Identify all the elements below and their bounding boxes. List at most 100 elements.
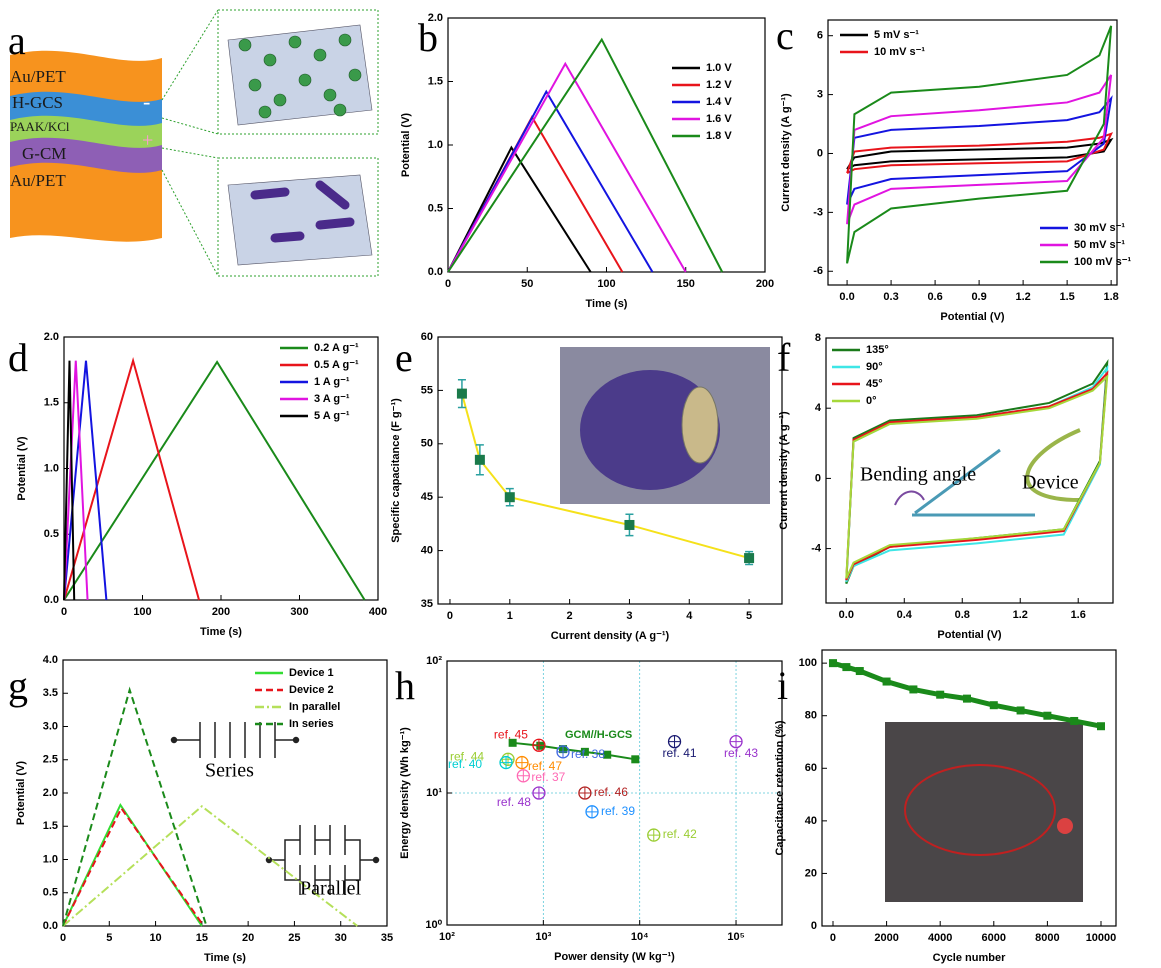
legend-label: 135° [866,344,889,356]
plot-frame [827,19,1118,286]
x-tick-label: 1.2 [1013,609,1028,621]
x-tick-label: 1 [507,610,513,622]
bending-device [1025,428,1081,502]
y-tick-label: 55 [421,384,433,396]
ref-cross [515,756,528,769]
glove [580,370,720,490]
inset-box [217,157,379,277]
marker [855,667,864,676]
x-axis-label: Current density (A g⁻¹) [551,630,670,642]
x-tick-label: 10 [149,932,161,944]
marker [909,685,918,694]
panel-label: e [395,335,413,380]
panel-label: f [777,335,791,380]
legend-label: 1.8 V [706,130,732,142]
spheres [238,33,362,119]
ref-label: ref. 47 [528,759,562,773]
y-tick-label: 8 [815,332,821,344]
layer-label: PAAK/KCl [10,119,70,134]
y-tick-label: 10² [426,655,442,667]
marker [508,738,517,747]
ref-cross [730,735,743,748]
ref-cross [586,805,599,818]
ref-label: ref. 42 [663,827,697,841]
legend-label: 30 mV s⁻¹ [1074,222,1125,234]
series-line [846,132,1114,174]
x-tick-label: 2000 [874,932,898,944]
x-tick-label: 5 [106,932,112,944]
y-axis-label: Capacitance retention (%) [774,720,786,855]
y-axis-label: Potential (V) [400,113,412,178]
x-tick-label: 50 [521,278,533,290]
y-tick-label: -3 [813,206,823,218]
marker [631,755,640,764]
legend-label: 1.2 V [706,79,732,91]
marker [1043,711,1052,720]
series-label: GCM//H-GCS [565,729,632,741]
plot-frame [821,649,1117,927]
x-tick-label: 300 [290,606,308,618]
x-tick-label: 0.0 [839,291,854,303]
layer-au-pet-bottom [10,160,162,242]
x-tick-label: 35 [381,932,393,944]
y-tick-label: -4 [811,543,822,555]
x-tick-label: 15 [196,932,208,944]
plot-frame [446,660,783,926]
marker [504,492,515,503]
layer-h-gcs [10,89,162,126]
ref-cross [557,745,570,758]
x-axis-label: Power density (W kg⁻¹) [554,951,675,963]
series-line [846,25,1113,264]
device [681,386,719,464]
legend-label: 1.0 V [706,62,732,74]
marker [1070,716,1079,725]
x-tick-label: 5 [746,610,752,622]
graphene-sheet [227,24,373,126]
panel-label: c [776,13,794,58]
rods [250,180,355,243]
series-line [63,360,89,601]
annotation: Bending angle [860,464,976,486]
ref-cross [500,756,513,769]
angle-arrow [894,490,925,506]
led [1057,818,1073,834]
y-tick-label: 50 [421,438,433,450]
x-tick-label: 4000 [928,932,952,944]
y-tick-label: 0.5 [428,202,443,214]
minus-sign: - [143,89,150,114]
marker [1096,722,1105,731]
marker [989,701,998,710]
x-axis-label: Potential (V) [940,311,1005,323]
legend-label: Device 1 [289,667,334,679]
y-axis-label: Potential (V) [16,436,28,501]
series-line [845,370,1109,581]
y-tick-label: 1.0 [43,853,58,865]
ref-label: ref. 44 [450,749,484,763]
x-axis-label: Cycle number [933,952,1006,964]
y-tick-label: 1.0 [428,139,443,151]
y-tick-label: 1.5 [44,397,59,409]
schematic: a Au/PET H-GCS PAAK/KCl G-CM Au/PET - + [8,9,379,277]
y-axis-label: Potential (V) [15,761,27,826]
x-tick-label: 1.2 [1015,291,1030,303]
x-tick-label: 10000 [1086,932,1117,944]
panel-label: b [418,15,438,60]
panel-label: a [8,18,26,63]
x-tick-label: 0.8 [955,609,970,621]
series-line [63,360,366,601]
marker [603,750,612,759]
series-line [447,61,687,273]
series-line [846,137,1114,171]
legend-label: 0° [866,395,877,407]
x-tick-label: 8000 [1035,932,1059,944]
y-axis-label: Energy density (Wh kg⁻¹) [399,727,411,859]
marker [624,519,635,530]
layer-g-cm [10,135,162,173]
y-tick-label: 45 [421,491,433,503]
y-axis-label: Current density (A g⁻¹) [778,411,790,530]
inset-box [217,9,379,135]
x-axis-label: Time (s) [200,626,242,638]
layer-label: G-CM [22,144,66,163]
x-tick-label: 0 [447,610,453,622]
